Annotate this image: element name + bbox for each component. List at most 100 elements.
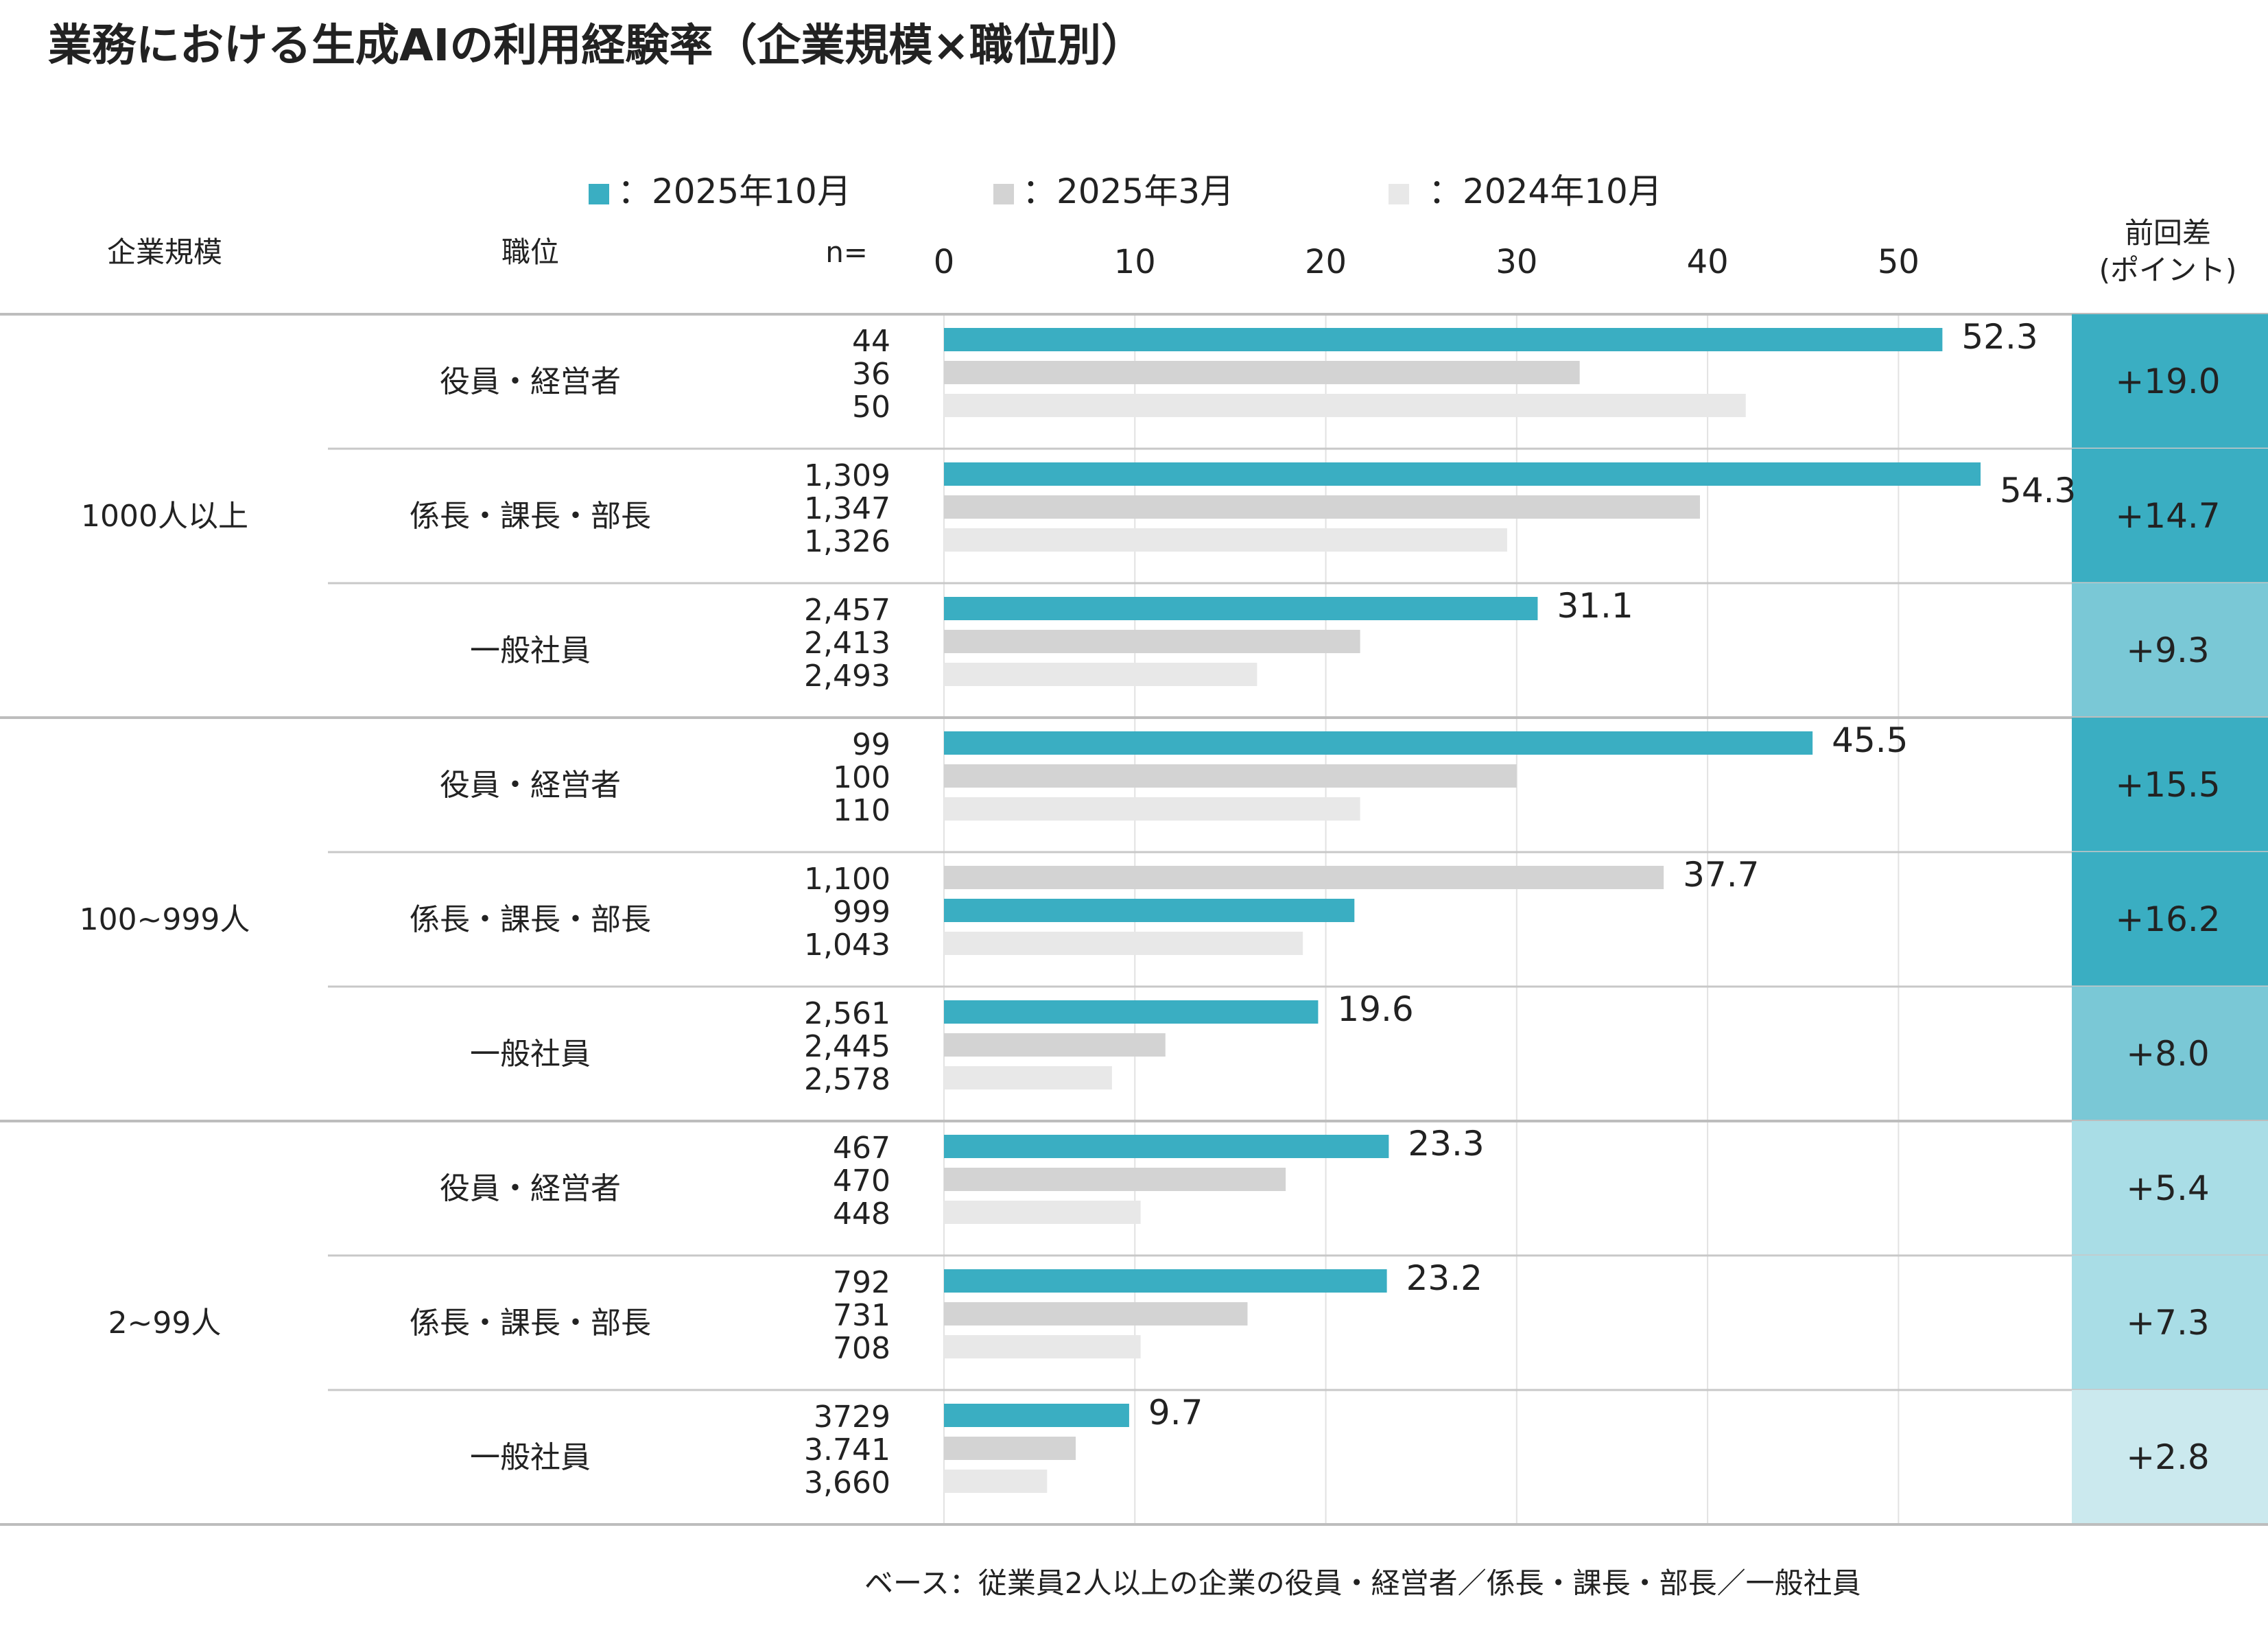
n-value: 3729 xyxy=(814,1400,890,1435)
bar xyxy=(944,731,1813,755)
diff-cell xyxy=(2072,1390,2268,1524)
bar xyxy=(944,866,1664,889)
legend-label-2024-10: ：2024年10月 xyxy=(1428,172,1662,211)
diff-value: +16.2 xyxy=(2115,899,2220,939)
bar xyxy=(944,1269,1387,1293)
legend-label-2025-03: ：2025年3月 xyxy=(1022,172,1234,211)
x-tick-label: 20 xyxy=(1305,243,1347,281)
data-label: 52.3 xyxy=(1961,317,2037,357)
bar xyxy=(944,932,1303,955)
n-value: 3.741 xyxy=(804,1433,890,1468)
bar xyxy=(944,495,1700,519)
n-value: 36 xyxy=(852,357,890,392)
n-value: 3,660 xyxy=(804,1465,890,1500)
bar xyxy=(944,630,1360,653)
n-value: 50 xyxy=(852,390,890,425)
diff-value: +8.0 xyxy=(2126,1034,2209,1074)
bar xyxy=(944,1404,1129,1427)
header-n: n= xyxy=(825,235,868,269)
n-value: 2,457 xyxy=(804,593,890,628)
data-label: 23.3 xyxy=(1408,1124,1484,1164)
legend-swatch-2025-03 xyxy=(993,184,1014,204)
n-value: 1,326 xyxy=(804,524,890,559)
position-label: 役員・経営者 xyxy=(440,768,621,803)
n-value: 708 xyxy=(833,1331,890,1366)
n-value: 448 xyxy=(833,1197,890,1232)
data-label: 37.7 xyxy=(1683,855,1759,895)
x-tick-label: 40 xyxy=(1687,243,1729,281)
header-diff-line2: (ポイント) xyxy=(2099,253,2237,287)
position-label: 役員・経営者 xyxy=(440,1171,621,1206)
diff-cell xyxy=(2072,1121,2268,1256)
bar xyxy=(944,1470,1048,1493)
bar xyxy=(944,328,1943,351)
diff-value: +19.0 xyxy=(2115,362,2220,401)
footer-note: ベース：従業員2人以上の企業の役員・経営者／係長・課長・部長／一般社員 xyxy=(864,1566,1861,1600)
diff-cell xyxy=(2072,314,2268,449)
data-label: 45.5 xyxy=(1832,720,1908,760)
bar xyxy=(944,361,1580,384)
bar xyxy=(944,1000,1319,1024)
legend: ：2025年10月 ：2025年3月 ：2024年10月 xyxy=(589,172,1662,211)
header-diff-line1: 前回差 xyxy=(2125,216,2211,250)
diff-cell xyxy=(2072,449,2268,583)
bar xyxy=(944,528,1507,552)
n-value: 100 xyxy=(833,760,890,795)
bar xyxy=(944,1437,1076,1460)
company-size-label: 2~99人 xyxy=(108,1306,222,1341)
diff-cell xyxy=(2072,583,2268,718)
data-label: 9.7 xyxy=(1148,1393,1203,1433)
bar xyxy=(944,1335,1141,1358)
diff-cell xyxy=(2072,852,2268,987)
bar xyxy=(944,797,1360,821)
bar xyxy=(944,462,1981,486)
diff-value: +2.8 xyxy=(2126,1437,2209,1477)
diff-cell xyxy=(2072,718,2268,852)
company-size-label: 100~999人 xyxy=(80,902,250,937)
n-value: 1,100 xyxy=(804,862,890,897)
legend-swatch-2025-10 xyxy=(589,184,609,204)
bar xyxy=(944,394,1746,417)
bar xyxy=(944,1033,1166,1057)
data-label: 31.1 xyxy=(1557,586,1633,626)
n-value: 110 xyxy=(833,793,890,828)
n-value: 2,493 xyxy=(804,659,890,694)
position-label: 一般社員 xyxy=(470,1440,591,1475)
diff-value: +7.3 xyxy=(2126,1303,2209,1343)
bar xyxy=(944,1302,1248,1325)
data-label: 23.2 xyxy=(1406,1258,1483,1298)
x-tick-label: 10 xyxy=(1114,243,1156,281)
position-label: 係長・課長・部長 xyxy=(410,499,651,534)
header-position: 職位 xyxy=(501,235,559,269)
x-tick-label: 30 xyxy=(1496,243,1537,281)
n-value: 792 xyxy=(833,1265,890,1300)
n-value: 1,043 xyxy=(804,928,890,963)
n-value: 2,561 xyxy=(804,996,890,1031)
column-headers: 企業規模 職位 n= 前回差 (ポイント) xyxy=(107,216,2236,287)
diff-value: +14.7 xyxy=(2115,496,2220,536)
x-tick-label: 0 xyxy=(934,243,955,281)
bar xyxy=(944,663,1257,686)
bar xyxy=(944,1201,1141,1224)
bar xyxy=(944,764,1517,788)
diff-value: +5.4 xyxy=(2126,1168,2209,1208)
n-value: 99 xyxy=(852,727,890,762)
legend-label-2025-10: ：2025年10月 xyxy=(617,172,851,211)
bar xyxy=(944,899,1355,922)
n-value: 731 xyxy=(833,1298,890,1333)
n-value: 1,347 xyxy=(804,491,890,526)
diff-value: +15.5 xyxy=(2115,765,2220,805)
diff-value: +9.3 xyxy=(2126,631,2209,670)
x-tick-label: 50 xyxy=(1878,243,1919,281)
n-value: 1,309 xyxy=(804,458,890,493)
n-value: 999 xyxy=(833,895,890,930)
chart-title: 業務における生成AIの利用経験率（企業規模×職位別） xyxy=(48,21,1145,71)
n-value: 470 xyxy=(833,1164,890,1199)
position-label: 係長・課長・部長 xyxy=(410,902,651,937)
company-size-label: 1000人以上 xyxy=(81,499,248,534)
position-label: 一般社員 xyxy=(470,633,591,668)
data-label: 19.6 xyxy=(1337,989,1413,1029)
header-company-size: 企業規模 xyxy=(107,235,222,269)
